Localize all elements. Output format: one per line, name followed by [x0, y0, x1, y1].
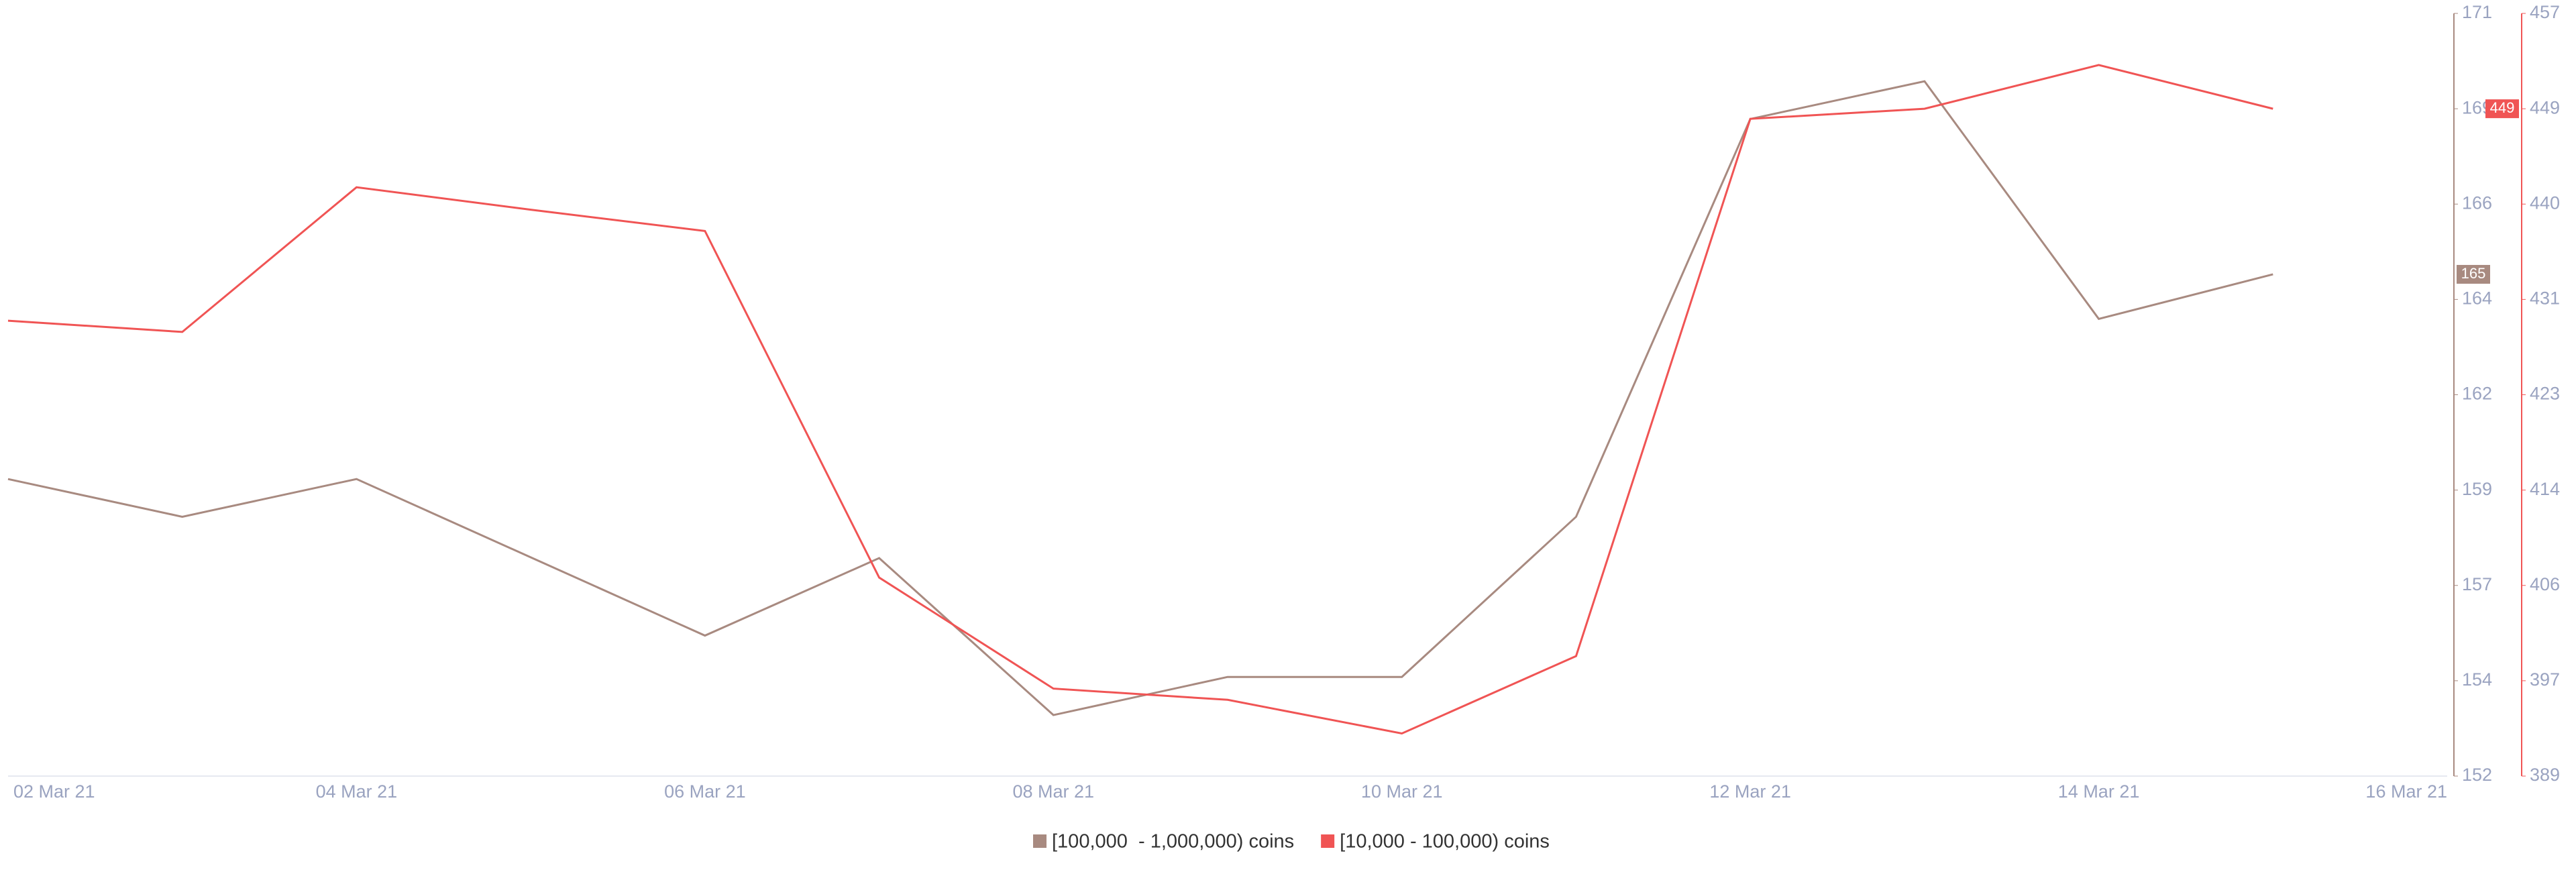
value-badge — [2485, 99, 2519, 119]
y2ticks-tick-label: 423 — [2530, 384, 2560, 404]
x-tick-label: 12 Mar 21 — [1709, 781, 1791, 802]
x-tick-label: 10 Mar 21 — [1361, 781, 1443, 802]
x-tick-label: 16 Mar 21 — [2365, 781, 2447, 802]
yticks-tick-label: 162 — [2462, 384, 2492, 404]
value-label: 449 — [2490, 99, 2515, 116]
yticks-tick-label: 164 — [2462, 288, 2492, 309]
x-tick-label: 14 Mar 21 — [2058, 781, 2140, 802]
x-tick-label: 06 Mar 21 — [664, 781, 746, 802]
yticks-tick-label: 157 — [2462, 574, 2492, 594]
yticks-tick-label: 166 — [2462, 193, 2492, 213]
yticks-tick-label: 159 — [2462, 479, 2492, 499]
y2ticks-tick-label: 440 — [2530, 193, 2560, 213]
x-tick-label: 02 Mar 21 — [13, 781, 95, 802]
y2ticks-tick-label: 431 — [2530, 288, 2560, 309]
legend: [100,000 - 1,000,000) coins [10,000 - 100… — [1033, 831, 1550, 853]
value-badge — [2457, 264, 2490, 284]
line — [7, 80, 2273, 716]
legend-label: [100,000 - 1,000,000) coins — [1052, 831, 1294, 853]
legend-swatch — [1033, 834, 1046, 848]
value-label: 165 — [2461, 265, 2486, 282]
y2ticks-tick-label: 457 — [2530, 2, 2560, 22]
yticks-tick-label: 171 — [2462, 2, 2492, 22]
y2ticks-tick-label: 389 — [2530, 765, 2560, 785]
y2ticks-tick-label: 406 — [2530, 574, 2560, 594]
x-tick-label: 04 Mar 21 — [316, 781, 398, 802]
legend-swatch — [1321, 834, 1335, 848]
yticks-tick-label: 154 — [2462, 669, 2492, 690]
x-tick-label: 08 Mar 21 — [1012, 781, 1094, 802]
legend-label: [10,000 - 100,000) coins — [1340, 831, 1550, 853]
yticks-tick-label: 152 — [2462, 765, 2492, 785]
line — [7, 64, 2273, 735]
y2ticks-tick-label: 397 — [2530, 669, 2560, 690]
y2ticks-tick-label: 449 — [2530, 97, 2560, 117]
y2ticks-tick-label: 414 — [2530, 479, 2560, 499]
